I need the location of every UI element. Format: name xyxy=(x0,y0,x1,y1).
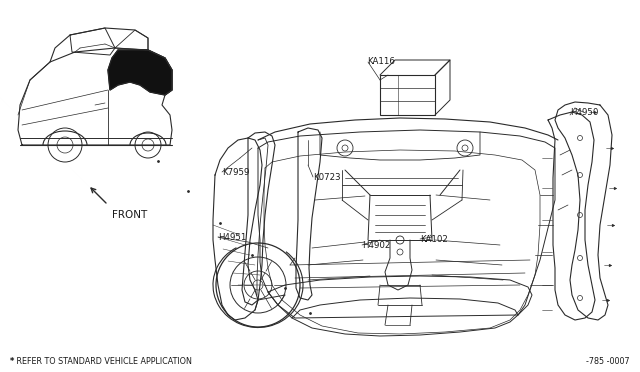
Text: KA116: KA116 xyxy=(367,57,395,66)
Text: H4902: H4902 xyxy=(362,241,390,250)
Text: KA102: KA102 xyxy=(420,235,448,244)
Bar xyxy=(380,75,435,115)
Text: * REFER TO STANDARD VEHICLE APPLICATION: * REFER TO STANDARD VEHICLE APPLICATION xyxy=(10,357,192,366)
Text: *: * xyxy=(10,357,17,366)
Text: FRONT: FRONT xyxy=(112,210,147,220)
Polygon shape xyxy=(108,50,172,95)
Text: K7959: K7959 xyxy=(222,168,250,177)
Text: K0723: K0723 xyxy=(313,173,340,182)
Text: H4950: H4950 xyxy=(570,108,598,117)
Text: H4951: H4951 xyxy=(218,233,246,242)
Text: -785 -0007: -785 -0007 xyxy=(586,357,630,366)
